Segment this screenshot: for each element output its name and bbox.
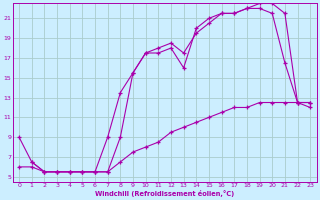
X-axis label: Windchill (Refroidissement éolien,°C): Windchill (Refroidissement éolien,°C) — [95, 190, 234, 197]
